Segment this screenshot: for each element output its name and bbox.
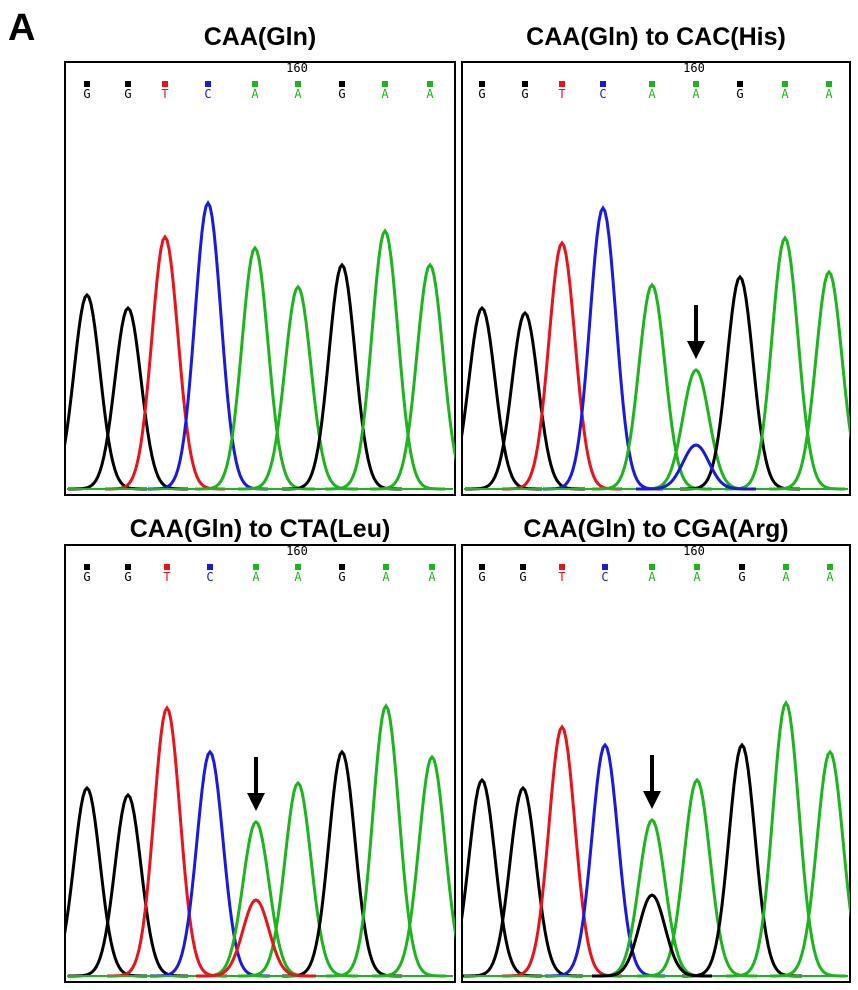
base-call: A: [826, 570, 834, 584]
base-call: T: [163, 570, 170, 584]
base-call: A: [294, 570, 302, 584]
chromatogram: 160 G G T C A A G A A: [422, 61, 858, 495]
base-call: A: [781, 87, 789, 101]
base-call: A: [692, 87, 700, 101]
panel-title: CAA(Gln) to CGA(Arg): [523, 515, 788, 543]
base-call: A: [782, 570, 790, 584]
base-call: A: [294, 87, 302, 101]
base-call: A: [251, 87, 259, 101]
base-call: G: [521, 87, 528, 101]
base-call: C: [601, 570, 608, 584]
chromatogram: 160 G G T C A A G A A: [27, 544, 492, 982]
base-call: A: [648, 87, 656, 101]
panel-box: [65, 62, 455, 495]
base-call: A: [693, 570, 701, 584]
base-call: G: [338, 87, 345, 101]
base-call: A: [382, 570, 390, 584]
base-call: G: [124, 570, 131, 584]
base-call: C: [599, 87, 606, 101]
base-call: G: [738, 570, 745, 584]
base-call: A: [428, 570, 436, 584]
panel-box: [65, 545, 455, 982]
position-label: 160: [286, 61, 308, 75]
figure-label: A: [8, 7, 35, 49]
figure: A CAA(Gln) 160 G G T C A A G A A CAA(Gln) to CAC(Hi…: [0, 0, 858, 990]
base-call: A: [648, 570, 656, 584]
base-call: G: [478, 570, 485, 584]
base-call: G: [736, 87, 743, 101]
chromatogram: 160 G G T C A A G A A: [422, 544, 858, 982]
base-call: G: [478, 87, 485, 101]
base-call: T: [558, 570, 565, 584]
base-call: A: [825, 87, 833, 101]
base-call: G: [83, 87, 90, 101]
base-call: G: [519, 570, 526, 584]
panel-title: CAA(Gln) to CTA(Leu): [130, 515, 391, 543]
panel-title: CAA(Gln) to CAC(His): [526, 23, 786, 51]
base-call: A: [381, 87, 389, 101]
base-call: C: [204, 87, 211, 101]
position-label: 160: [683, 61, 705, 75]
base-call: A: [426, 87, 434, 101]
base-call: G: [338, 570, 345, 584]
base-call: G: [124, 87, 131, 101]
base-call: T: [558, 87, 565, 101]
position-label: 160: [683, 544, 705, 558]
base-call: C: [206, 570, 213, 584]
panel-box: [462, 545, 850, 982]
base-call: T: [161, 87, 168, 101]
chromatogram: 160 G G T C A A G A A: [27, 61, 490, 495]
position-label: 160: [286, 544, 308, 558]
base-call: G: [83, 570, 90, 584]
panel-title: CAA(Gln): [204, 23, 316, 51]
base-call: A: [252, 570, 260, 584]
